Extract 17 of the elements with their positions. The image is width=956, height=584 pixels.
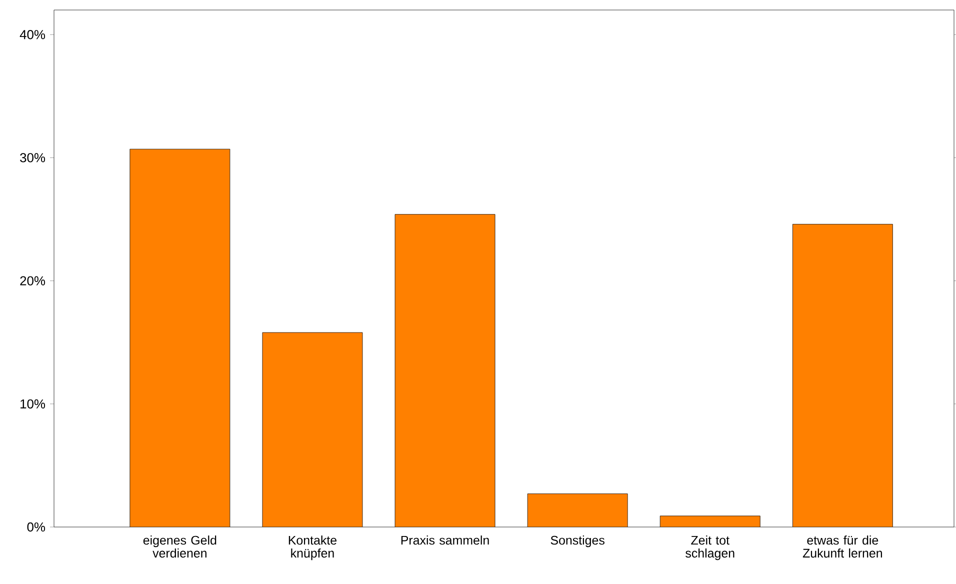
bar <box>527 494 628 527</box>
x-tick-label: Praxis sammeln <box>401 536 489 545</box>
y-tick-label: 10% <box>20 399 46 408</box>
y-tick-label: 30% <box>20 153 46 162</box>
y-tick-label: 0% <box>27 522 46 532</box>
bar <box>262 332 362 527</box>
x-tick-label: Sonstiges <box>550 536 604 548</box>
bar <box>394 214 496 527</box>
x-tick-label: Kontakte knüpfen <box>288 536 336 560</box>
bar <box>660 516 760 527</box>
y-tick-label: 40% <box>20 30 46 40</box>
x-tick-label: eigenes Geld verdienen <box>143 536 216 558</box>
bar <box>792 224 893 527</box>
y-tick-label: 20% <box>20 276 46 286</box>
x-tick-label: Zeit tot schlagen <box>686 536 734 560</box>
x-tick-label: etwas für die Zukunft lernen <box>802 536 882 558</box>
bar <box>130 148 230 527</box>
